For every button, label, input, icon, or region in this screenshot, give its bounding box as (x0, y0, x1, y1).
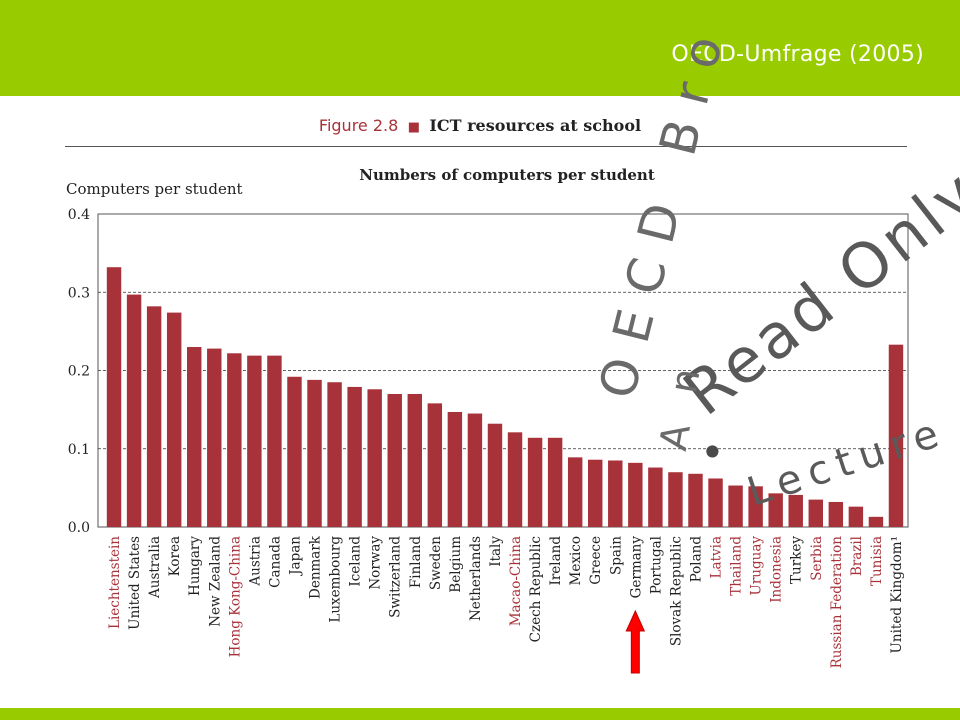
x-tick-label: Czech Republic (528, 536, 544, 642)
bar-thailand (728, 485, 743, 527)
x-tick-label: Russian Federation (829, 536, 845, 669)
bar-latvia (708, 478, 723, 527)
x-tick-label: Greece (588, 536, 604, 585)
bar-japan (287, 376, 302, 527)
y-tick-label: 0.1 (68, 442, 90, 458)
y-axis-label: Computers per student (66, 180, 243, 198)
x-tick-label: Japan (287, 536, 303, 577)
bar-sweden (427, 403, 443, 527)
x-tick-label: Austria (247, 536, 263, 587)
bar-ireland (547, 437, 563, 527)
bar-russian-federation (828, 501, 844, 527)
bar-luxembourg (327, 382, 342, 527)
x-tick-label: Canada (267, 536, 283, 588)
x-tick-label: Poland (688, 536, 704, 583)
bar-indonesia (768, 493, 783, 527)
figure-number: Figure 2.8 (318, 116, 399, 135)
x-tick-label: Sweden (428, 536, 444, 590)
x-tick-label: Hong Kong-China (227, 536, 243, 657)
highlight-arrow (625, 609, 646, 674)
bar-turkey (788, 494, 803, 527)
bar-germany (628, 462, 643, 527)
x-tick-label: Korea (167, 536, 183, 576)
bar-portugal (648, 467, 663, 527)
bar-new-zealand (207, 348, 222, 527)
x-tick-label: Netherlands (468, 536, 484, 621)
bar-hong-kong-china (227, 353, 242, 527)
bar-czech-republic (527, 437, 543, 527)
x-tick-label: Ireland (548, 536, 564, 586)
x-tick-label: Serbia (809, 536, 825, 581)
figure-heading: Figure 2.8 ■ ICT resources at school (0, 116, 960, 136)
x-tick-label: Switzerland (388, 536, 404, 618)
y-tick-label: 0.0 (68, 520, 90, 536)
bar-uruguay (748, 486, 763, 527)
bar-united-states (126, 294, 142, 527)
x-tick-label: Thailand (729, 536, 745, 596)
x-tick-label: Slovak Republic (668, 536, 684, 646)
bar-norway (367, 389, 382, 527)
figure-marker: ■ (407, 120, 420, 135)
x-tick-label: Denmark (308, 535, 324, 599)
x-tick-label: Italy (488, 536, 504, 567)
bar-italy (487, 423, 503, 527)
x-tick-label: New Zealand (207, 536, 223, 627)
footer-bar (0, 708, 960, 720)
bar-denmark (307, 379, 322, 527)
x-tick-label: United States (127, 536, 143, 630)
bar-greece (588, 459, 603, 527)
bar-australia (146, 306, 162, 527)
header-bar (0, 0, 960, 96)
bar-serbia (808, 499, 823, 527)
x-tick-label: Macao-China (508, 536, 524, 626)
x-tick-label: Australia (147, 536, 163, 599)
x-tick-label: Germany (628, 536, 644, 599)
bar-korea (166, 312, 182, 527)
x-tick-label: Brazil (849, 536, 865, 576)
bar-poland (688, 473, 703, 527)
bar-united-kingdom (888, 344, 904, 527)
bar-slovak-republic (668, 472, 683, 527)
x-tick-label: Liechtenstein (107, 536, 123, 629)
bar-austria (247, 355, 262, 527)
bar-mexico (567, 457, 583, 527)
figure-rule (65, 146, 907, 147)
x-tick-label: Tunisia (869, 536, 885, 586)
x-tick-label: Turkey (789, 536, 805, 584)
x-tick-label: Belgium (448, 536, 464, 593)
x-tick-label: United Kingdom¹ (889, 536, 905, 653)
y-tick-label: 0.4 (68, 207, 90, 223)
bar-switzerland (387, 393, 402, 527)
x-tick-label: Norway (368, 536, 384, 590)
bar-iceland (347, 386, 362, 527)
y-tick-label: 0.3 (68, 285, 90, 301)
x-tick-label: Finland (408, 536, 424, 588)
bar-netherlands (467, 413, 483, 527)
figure-name: ICT resources at school (429, 116, 642, 135)
bar-spain (608, 460, 623, 527)
x-tick-label: Hungary (187, 536, 203, 596)
x-tick-label: Indonesia (769, 536, 785, 603)
x-tick-label: Portugal (648, 536, 664, 594)
x-tick-label: Latvia (709, 536, 725, 578)
bar-belgium (447, 411, 463, 527)
bar-brazil (848, 506, 864, 527)
y-tick-label: 0.2 (68, 364, 90, 380)
bar-finland (407, 393, 422, 527)
bar-macao-china (507, 432, 523, 527)
bar-hungary (187, 347, 202, 527)
x-tick-label: Iceland (348, 536, 364, 587)
bar-tunisia (868, 516, 884, 527)
bar-canada (267, 355, 282, 527)
x-tick-label: Spain (608, 536, 624, 575)
x-tick-label: Uruguay (749, 536, 765, 596)
x-tick-label: Luxembourg (328, 536, 344, 623)
slide-title: OECD-Umfrage (2005) (671, 42, 924, 67)
watermark-bullet: • (700, 428, 725, 477)
bar-liechtenstein (106, 267, 122, 527)
chart-title: Numbers of computers per student (359, 166, 655, 184)
x-tick-label: Mexico (568, 536, 584, 585)
